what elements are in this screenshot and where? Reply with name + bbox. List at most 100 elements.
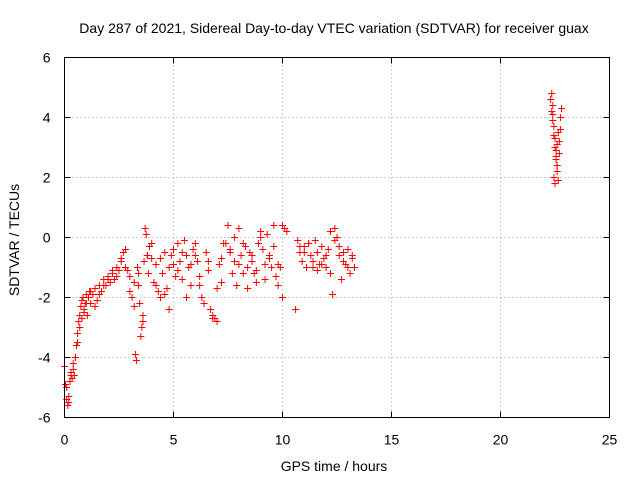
- data-point: [270, 243, 278, 250]
- x-tick-label: 10: [275, 432, 291, 448]
- data-point: [78, 297, 86, 304]
- data-point: [348, 252, 356, 259]
- data-point: [554, 129, 562, 136]
- data-point: [202, 249, 210, 256]
- data-point: [335, 243, 343, 250]
- data-point: [132, 357, 140, 364]
- x-tick-labels: 0 5 10 15 20 25: [61, 432, 618, 448]
- data-point: [135, 270, 143, 277]
- data-point: [548, 108, 556, 115]
- data-point: [152, 261, 160, 268]
- data-point: [215, 261, 223, 268]
- data-point: [309, 264, 317, 271]
- data-point: [170, 261, 177, 268]
- data-point: [75, 318, 83, 325]
- data-point: [113, 273, 121, 280]
- data-point: [193, 258, 201, 265]
- data-point: [252, 267, 260, 274]
- data-point: [213, 285, 221, 292]
- data-point: [222, 240, 230, 247]
- data-point: [126, 273, 134, 280]
- data-point: [95, 291, 103, 298]
- data-point: [344, 264, 352, 271]
- data-point: [313, 267, 321, 274]
- data-point: [329, 291, 337, 298]
- y-tick-label: -4: [38, 350, 51, 366]
- data-point: [547, 96, 555, 103]
- data-point: [550, 174, 558, 181]
- data-point: [209, 315, 217, 322]
- y-tick-labels: -6 -4 -2 0 2 4 6: [38, 50, 51, 426]
- data-point: [65, 393, 73, 400]
- data-point: [558, 105, 566, 112]
- data-point: [553, 141, 561, 148]
- data-point: [283, 228, 291, 235]
- data-point: [84, 294, 92, 301]
- data-point: [161, 291, 169, 298]
- data-point: [337, 276, 345, 283]
- data-point: [156, 255, 164, 262]
- data-point: [307, 252, 315, 259]
- data-point: [198, 294, 206, 301]
- data-point: [74, 330, 82, 337]
- data-point: [340, 249, 348, 256]
- data-point: [318, 261, 326, 268]
- data-point: [279, 222, 286, 229]
- x-tick-label: 5: [170, 432, 178, 448]
- data-point: [300, 249, 308, 256]
- data-point: [340, 258, 348, 265]
- data-point: [204, 258, 212, 265]
- data-point: [104, 276, 112, 283]
- data-point: [224, 222, 232, 229]
- data-point: [231, 234, 239, 241]
- data-point: [259, 246, 267, 253]
- data-point: [67, 372, 75, 379]
- y-tick-label: 6: [43, 50, 51, 66]
- data-point: [213, 318, 221, 325]
- data-point: [309, 258, 317, 265]
- data-point: [324, 246, 332, 253]
- data-point: [318, 243, 326, 250]
- data-point: [69, 360, 77, 367]
- data-point: [261, 261, 269, 268]
- data-point: [555, 150, 563, 157]
- data-point: [244, 264, 252, 271]
- chart-title: Day 287 of 2021, Sidereal Day-to-day VTE…: [79, 20, 588, 36]
- data-point: [331, 237, 339, 244]
- data-point: [305, 240, 313, 247]
- data-point: [141, 225, 149, 232]
- y-tick-label: -6: [38, 410, 51, 426]
- data-point: [270, 222, 278, 229]
- data-point: [64, 402, 72, 409]
- x-tick-label: 25: [602, 432, 618, 448]
- data-point: [174, 240, 182, 247]
- data-point: [228, 270, 236, 277]
- data-point: [200, 300, 208, 307]
- data-point: [115, 267, 123, 274]
- data-point: [261, 276, 269, 283]
- data-point: [122, 246, 130, 253]
- data-point: [554, 177, 562, 184]
- data-point: [130, 279, 138, 286]
- data-point: [248, 252, 256, 259]
- data-point: [196, 273, 204, 280]
- data-point: [80, 309, 88, 316]
- x-tick-label: 20: [493, 432, 509, 448]
- data-point: [76, 324, 84, 331]
- data-point: [550, 123, 558, 130]
- data-point: [128, 294, 136, 301]
- data-point: [154, 288, 162, 295]
- data-point: [252, 279, 260, 286]
- data-point: [298, 258, 306, 265]
- data-point: [292, 306, 300, 313]
- data-point: [239, 270, 247, 277]
- data-point: [138, 324, 146, 331]
- data-point: [183, 252, 191, 259]
- data-point: [235, 225, 243, 232]
- data-point: [65, 399, 73, 406]
- data-point: [174, 267, 182, 274]
- data-point: [117, 255, 125, 262]
- y-tick-label: 4: [43, 110, 51, 126]
- data-point: [148, 240, 156, 247]
- data-point: [134, 264, 142, 271]
